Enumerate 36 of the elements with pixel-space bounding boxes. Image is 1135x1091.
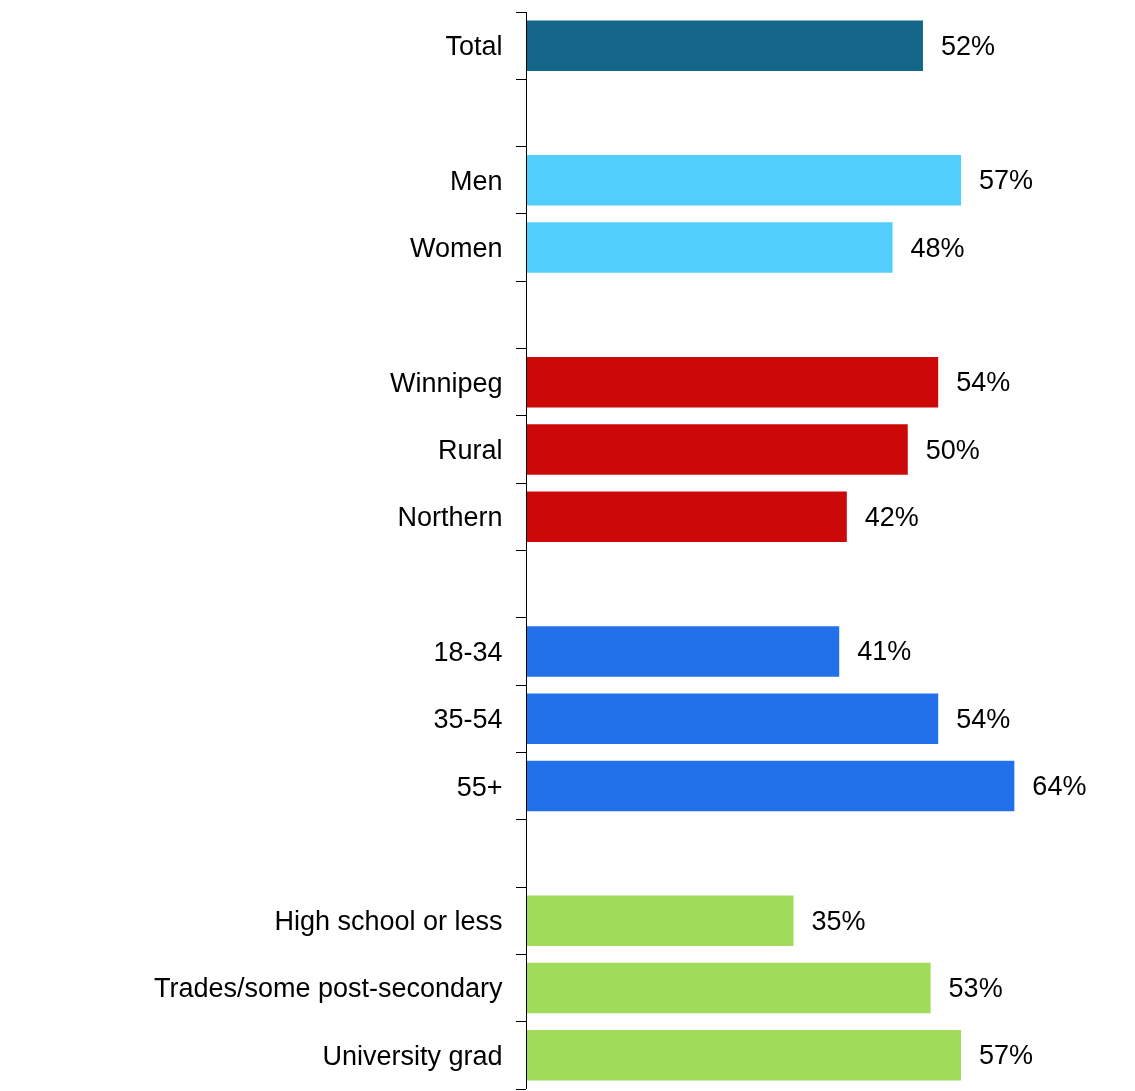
data-label: 54% [941,367,1011,398]
y-tick-label: Men [450,165,503,196]
data-label: 54% [941,703,1011,734]
bar [527,491,847,543]
data-label: 41% [842,636,912,667]
bar [527,1030,962,1081]
data-label: 57% [964,1040,1034,1071]
y-tick-label: 18-34 [433,636,503,667]
y-tick-label: University grad [322,1040,503,1071]
bar [527,356,939,408]
bar [527,626,840,677]
y-tick-label: Northern [397,502,503,533]
data-label: 53% [933,973,1003,1004]
y-tick-label: Total [445,31,503,62]
data-label: 42% [849,501,919,532]
bar [527,20,923,71]
bar [527,760,1015,812]
data-label: 48% [895,232,965,263]
bar [527,962,931,1014]
y-tick-label: 55+ [456,771,503,802]
y-tick-label: High school or less [274,906,503,937]
y-tick-label: Trades/some post-secondary [153,973,504,1004]
y-tick-label: Women [410,233,503,264]
y-tick-label: 35-54 [433,704,503,735]
bar [527,424,908,475]
bar [527,895,794,946]
y-tick-label: Rural [438,434,503,465]
data-label: 64% [1017,771,1087,802]
data-label: 35% [796,905,866,936]
bar [527,693,939,745]
bar [527,222,893,273]
bar [527,155,962,206]
y-tick-label: Winnipeg [390,367,503,398]
data-label: 57% [964,165,1034,196]
data-label: 50% [910,434,980,465]
data-label: 52% [925,30,996,61]
